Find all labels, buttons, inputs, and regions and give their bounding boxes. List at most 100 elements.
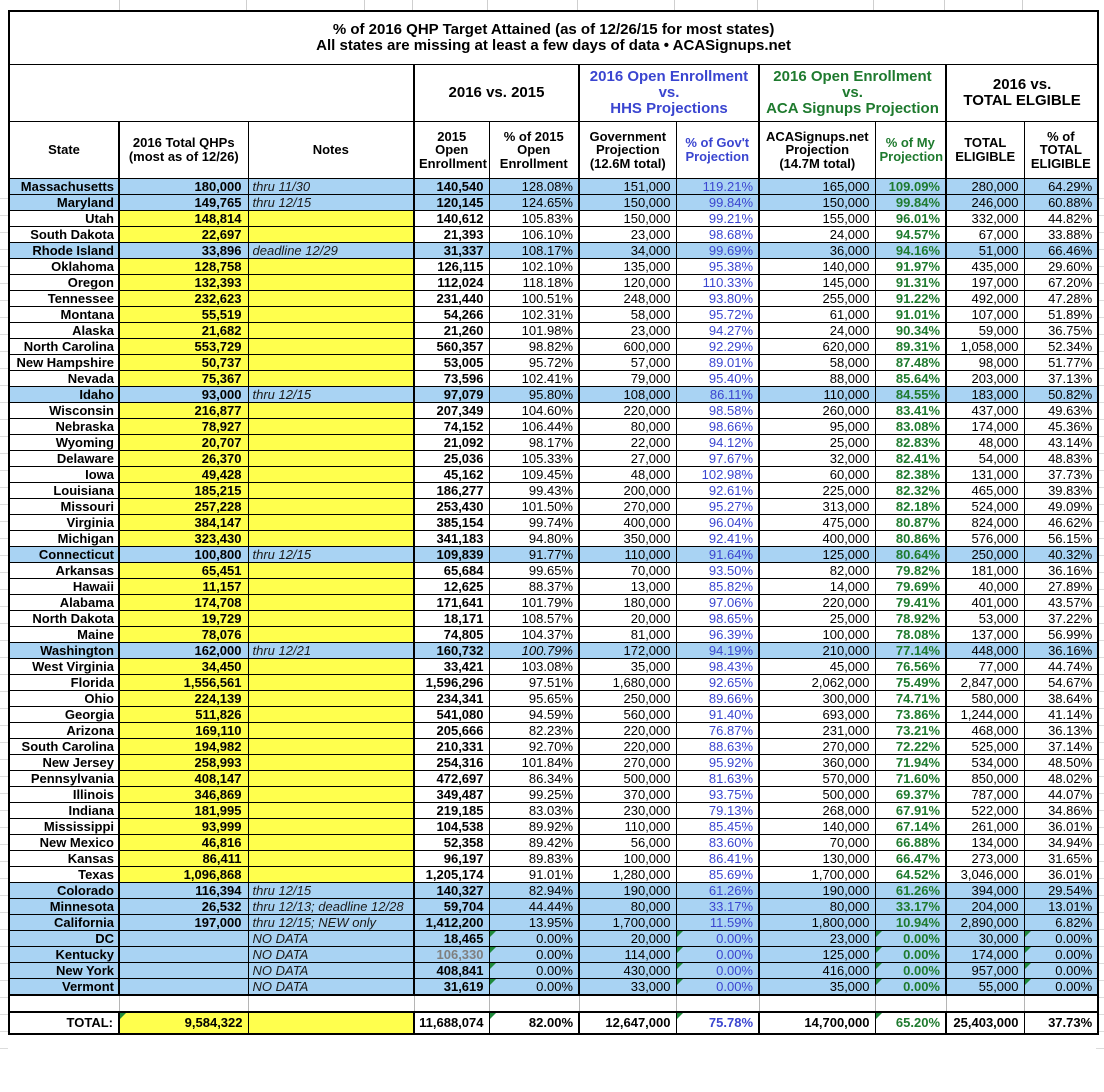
cell-total-eligible[interactable]: 98,000 xyxy=(945,354,1025,371)
cell-pct-2015-open-enrollment[interactable]: 92.70% xyxy=(488,738,580,755)
cell-government-projection[interactable]: 34,000 xyxy=(578,242,677,259)
cell-state[interactable]: DC xyxy=(8,930,120,947)
cell-total-eligible[interactable]: 273,000 xyxy=(945,850,1025,867)
cell-2016-total-qhps[interactable]: 75,367 xyxy=(118,370,249,387)
cell-notes[interactable]: thru 11/30 xyxy=(247,178,415,195)
cell-pct-total-eligible[interactable]: 51.89% xyxy=(1023,306,1099,323)
col-header-pct-govt-projection[interactable]: % of Gov't Projection xyxy=(675,121,760,179)
cell-government-projection[interactable]: 70,000 xyxy=(578,562,677,579)
cell-pct-2015-open-enrollment[interactable]: 44.44% xyxy=(488,898,580,915)
cell-pct-total-eligible[interactable]: 64.29% xyxy=(1023,178,1099,195)
cell-notes[interactable] xyxy=(247,322,415,339)
cell-notes[interactable]: thru 12/15 xyxy=(247,386,415,403)
col-header-2016-total-qhps[interactable]: 2016 Total QHPs (most as of 12/26) xyxy=(118,121,249,179)
cell-2016-total-qhps[interactable] xyxy=(118,930,249,947)
cell-state[interactable]: New York xyxy=(8,962,120,979)
cell-pct-total-eligible[interactable]: 66.46% xyxy=(1023,242,1099,259)
cell-pct-2015-open-enrollment[interactable]: 103.08% xyxy=(488,658,580,675)
cell-2015-open-enrollment[interactable]: 234,341 xyxy=(413,690,490,707)
cell-notes[interactable] xyxy=(247,402,415,419)
cell-pct-total-eligible[interactable]: 60.88% xyxy=(1023,194,1099,211)
cell-pct-2015-open-enrollment[interactable]: 97.51% xyxy=(488,674,580,691)
cell-state[interactable]: Delaware xyxy=(8,450,120,467)
cell-pct-govt-projection[interactable]: 11.59% xyxy=(675,914,760,931)
cell-notes[interactable]: NO DATA xyxy=(247,946,415,963)
cell-pct-total-eligible[interactable]: 6.82% xyxy=(1023,914,1099,931)
cell-pct-total-eligible[interactable]: 37.14% xyxy=(1023,738,1099,755)
totals-pct-mine[interactable]: 65.20% xyxy=(874,1011,947,1035)
cell-state[interactable]: Nevada xyxy=(8,370,120,387)
cell-2015-open-enrollment[interactable]: 104,538 xyxy=(413,818,490,835)
cell-government-projection[interactable]: 56,000 xyxy=(578,834,677,851)
cell-government-projection[interactable]: 430,000 xyxy=(578,962,677,979)
cell-acasignups-projection[interactable]: 24,000 xyxy=(758,322,876,339)
cell-state[interactable]: Virginia xyxy=(8,514,120,531)
totals-notes[interactable] xyxy=(247,1011,415,1035)
cell-pct-2015-open-enrollment[interactable]: 99.74% xyxy=(488,514,580,531)
cell-notes[interactable]: thru 12/15; NEW only xyxy=(247,914,415,931)
cell-2016-total-qhps[interactable]: 185,215 xyxy=(118,482,249,499)
cell-acasignups-projection[interactable]: 25,000 xyxy=(758,434,876,451)
cell-state[interactable]: Louisiana xyxy=(8,482,120,499)
cell-government-projection[interactable]: 270,000 xyxy=(578,498,677,515)
cell-total-eligible[interactable]: 787,000 xyxy=(945,786,1025,803)
cell-government-projection[interactable]: 150,000 xyxy=(578,210,677,227)
cell-government-projection[interactable]: 27,000 xyxy=(578,450,677,467)
cell-pct-total-eligible[interactable]: 36.75% xyxy=(1023,322,1099,339)
cell-2016-total-qhps[interactable]: 20,707 xyxy=(118,434,249,451)
cell-2015-open-enrollment[interactable]: 541,080 xyxy=(413,706,490,723)
cell-acasignups-projection[interactable]: 125,000 xyxy=(758,546,876,563)
cell-notes[interactable] xyxy=(247,866,415,883)
cell-pct-total-eligible[interactable]: 37.73% xyxy=(1023,466,1099,483)
cell-pct-my-projection[interactable]: 61.26% xyxy=(874,882,947,899)
cell-pct-my-projection[interactable]: 79.69% xyxy=(874,578,947,595)
cell-notes[interactable]: thru 12/15 xyxy=(247,882,415,899)
cell-acasignups-projection[interactable]: 260,000 xyxy=(758,402,876,419)
cell-total-eligible[interactable]: 246,000 xyxy=(945,194,1025,211)
cell-pct-total-eligible[interactable]: 47.28% xyxy=(1023,290,1099,307)
cell-government-projection[interactable]: 20,000 xyxy=(578,930,677,947)
cell-2015-open-enrollment[interactable]: 18,465 xyxy=(413,930,490,947)
cell-2015-open-enrollment[interactable]: 25,036 xyxy=(413,450,490,467)
cell-total-eligible[interactable]: 2,847,000 xyxy=(945,674,1025,691)
cell-total-eligible[interactable]: 401,000 xyxy=(945,594,1025,611)
cell-total-eligible[interactable]: 2,890,000 xyxy=(945,914,1025,931)
cell-acasignups-projection[interactable]: 125,000 xyxy=(758,946,876,963)
cell-state[interactable]: Minnesota xyxy=(8,898,120,915)
cell-state[interactable]: Maryland xyxy=(8,194,120,211)
cell-pct-my-projection[interactable]: 69.37% xyxy=(874,786,947,803)
cell-total-eligible[interactable]: 468,000 xyxy=(945,722,1025,739)
cell-pct-total-eligible[interactable]: 51.77% xyxy=(1023,354,1099,371)
cell-2016-total-qhps[interactable]: 197,000 xyxy=(118,914,249,931)
cell-pct-govt-projection[interactable]: 92.65% xyxy=(675,674,760,691)
cell-notes[interactable]: NO DATA xyxy=(247,962,415,979)
cell-2015-open-enrollment[interactable]: 74,805 xyxy=(413,626,490,643)
cell-pct-total-eligible[interactable]: 49.63% xyxy=(1023,402,1099,419)
cell-state[interactable]: California xyxy=(8,914,120,931)
cell-acasignups-projection[interactable]: 24,000 xyxy=(758,226,876,243)
cell-pct-total-eligible[interactable]: 36.13% xyxy=(1023,722,1099,739)
cell-2015-open-enrollment[interactable]: 126,115 xyxy=(413,258,490,275)
cell-2016-total-qhps[interactable]: 11,157 xyxy=(118,578,249,595)
spacer-cell[interactable] xyxy=(8,994,120,1013)
cell-pct-my-projection[interactable]: 78.92% xyxy=(874,610,947,627)
cell-government-projection[interactable]: 200,000 xyxy=(578,482,677,499)
cell-total-eligible[interactable]: 30,000 xyxy=(945,930,1025,947)
cell-pct-2015-open-enrollment[interactable]: 104.60% xyxy=(488,402,580,419)
cell-acasignups-projection[interactable]: 35,000 xyxy=(758,978,876,996)
cell-acasignups-projection[interactable]: 255,000 xyxy=(758,290,876,307)
cell-2016-total-qhps[interactable]: 323,430 xyxy=(118,530,249,547)
cell-2016-total-qhps[interactable]: 26,532 xyxy=(118,898,249,915)
cell-total-eligible[interactable]: 522,000 xyxy=(945,802,1025,819)
cell-pct-2015-open-enrollment[interactable]: 94.59% xyxy=(488,706,580,723)
group-header-blank[interactable] xyxy=(8,64,415,122)
cell-pct-total-eligible[interactable]: 56.15% xyxy=(1023,530,1099,547)
cell-pct-total-eligible[interactable]: 44.82% xyxy=(1023,210,1099,227)
cell-2016-total-qhps[interactable]: 33,896 xyxy=(118,242,249,259)
cell-pct-govt-projection[interactable]: 93.50% xyxy=(675,562,760,579)
cell-pct-2015-open-enrollment[interactable]: 86.34% xyxy=(488,770,580,787)
cell-pct-my-projection[interactable]: 73.86% xyxy=(874,706,947,723)
cell-total-eligible[interactable]: 55,000 xyxy=(945,978,1025,996)
cell-government-projection[interactable]: 400,000 xyxy=(578,514,677,531)
cell-notes[interactable] xyxy=(247,818,415,835)
